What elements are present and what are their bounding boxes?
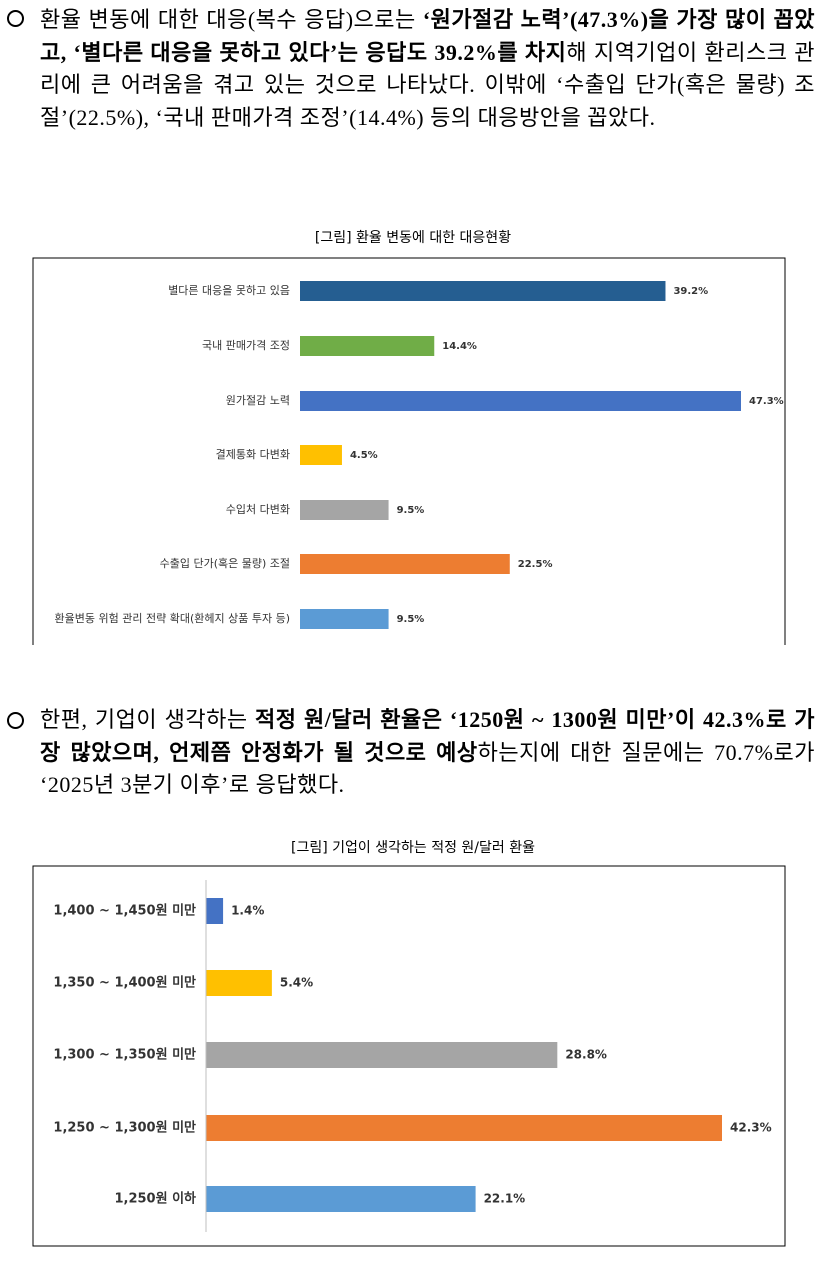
value-label: 5.4%: [280, 976, 313, 990]
value-label: 39.2%: [673, 286, 708, 297]
value-label: 14.4%: [442, 341, 477, 352]
value-label: 28.8%: [565, 1048, 607, 1062]
bar: [206, 1115, 722, 1141]
category-label: 1,400 ~ 1,450원 미만: [53, 903, 196, 919]
paragraph: 한편, 기업이 생각하는 적정 원/달러 환율은 ‘1250원 ~ 1300원 …: [40, 704, 815, 802]
text-run: 하는지에 대한 질문에는 70.7%로가 ‘2025년 3분기 이후’로 응답했…: [40, 739, 815, 798]
bar: [206, 898, 224, 924]
bar: [300, 500, 389, 520]
text-run: 한편, 기업이 생각하는: [40, 707, 256, 732]
category-label: 수입처 다변화: [226, 503, 290, 516]
chart-title: [그림] 기업이 생각하는 적정 원/달러 환율: [291, 840, 535, 856]
bar: [206, 970, 272, 996]
chart: [그림] 기업이 생각하는 적정 원/달러 환율 1,400 ~ 1,450원 미…: [32, 840, 786, 1247]
category-label: 별다른 대응을 못하고 있음: [168, 283, 290, 297]
chart-title: [그림] 환율 변동에 대한 대응현황: [315, 230, 511, 246]
value-label: 22.5%: [518, 559, 553, 570]
category-label: 수출입 단가(혹은 물량) 조절: [160, 556, 290, 570]
category-label: 1,250 ~ 1,300원 미만: [53, 1120, 196, 1136]
bar: [206, 1186, 476, 1212]
value-label: 1.4%: [231, 904, 264, 918]
value-label: 9.5%: [397, 505, 425, 516]
bullet: [7, 712, 24, 729]
bar: [300, 609, 389, 629]
value-label: 22.1%: [484, 1192, 526, 1206]
bar: [300, 336, 435, 356]
category-label: 국내 판매가격 조정: [202, 339, 290, 352]
value-label: 47.3%: [749, 396, 784, 407]
text-run: ‘원가절감 노력’(47.3%)을 가장 많이 꼽았고, ‘별다른 대응을 못하…: [40, 7, 815, 65]
text-run: 적정 원/달러 환율은 ‘1250원 ~ 1300원 미만’이 42.3%로 가…: [40, 707, 815, 765]
category-label: 원가절감 노력: [226, 394, 290, 407]
bar: [300, 445, 342, 465]
bar: [300, 391, 741, 411]
value-label: 42.3%: [730, 1121, 772, 1135]
category-label: 1,300 ~ 1,350원 미만: [53, 1047, 196, 1063]
bar: [206, 1042, 558, 1068]
value-label: 9.5%: [397, 614, 425, 625]
category-label: 1,350 ~ 1,400원 미만: [53, 975, 196, 991]
category-label: 환율변동 위험 관리 전략 확대(환헤지 상품 투자 등): [55, 612, 290, 625]
chart-frame: [32, 257, 786, 645]
bar: [300, 554, 510, 574]
category-label: 1,250원 이하: [114, 1191, 196, 1207]
chart-frame: [32, 865, 786, 1247]
value-label: 4.5%: [350, 450, 378, 461]
bar: [300, 281, 666, 301]
text-run: 해 지역기업이 환리스크 관리에 큰 어려움을 겪고 있는 것으로 나타났다. …: [40, 39, 815, 130]
paragraph: 환율 변동에 대한 대응(복수 응답)으로는 ‘원가절감 노력’(47.3%)을…: [40, 4, 815, 134]
bullet: [7, 10, 24, 27]
category-label: 결제통화 다변화: [216, 448, 290, 461]
text-run: 환율 변동에 대한 대응(복수 응답)으로는: [40, 7, 423, 32]
